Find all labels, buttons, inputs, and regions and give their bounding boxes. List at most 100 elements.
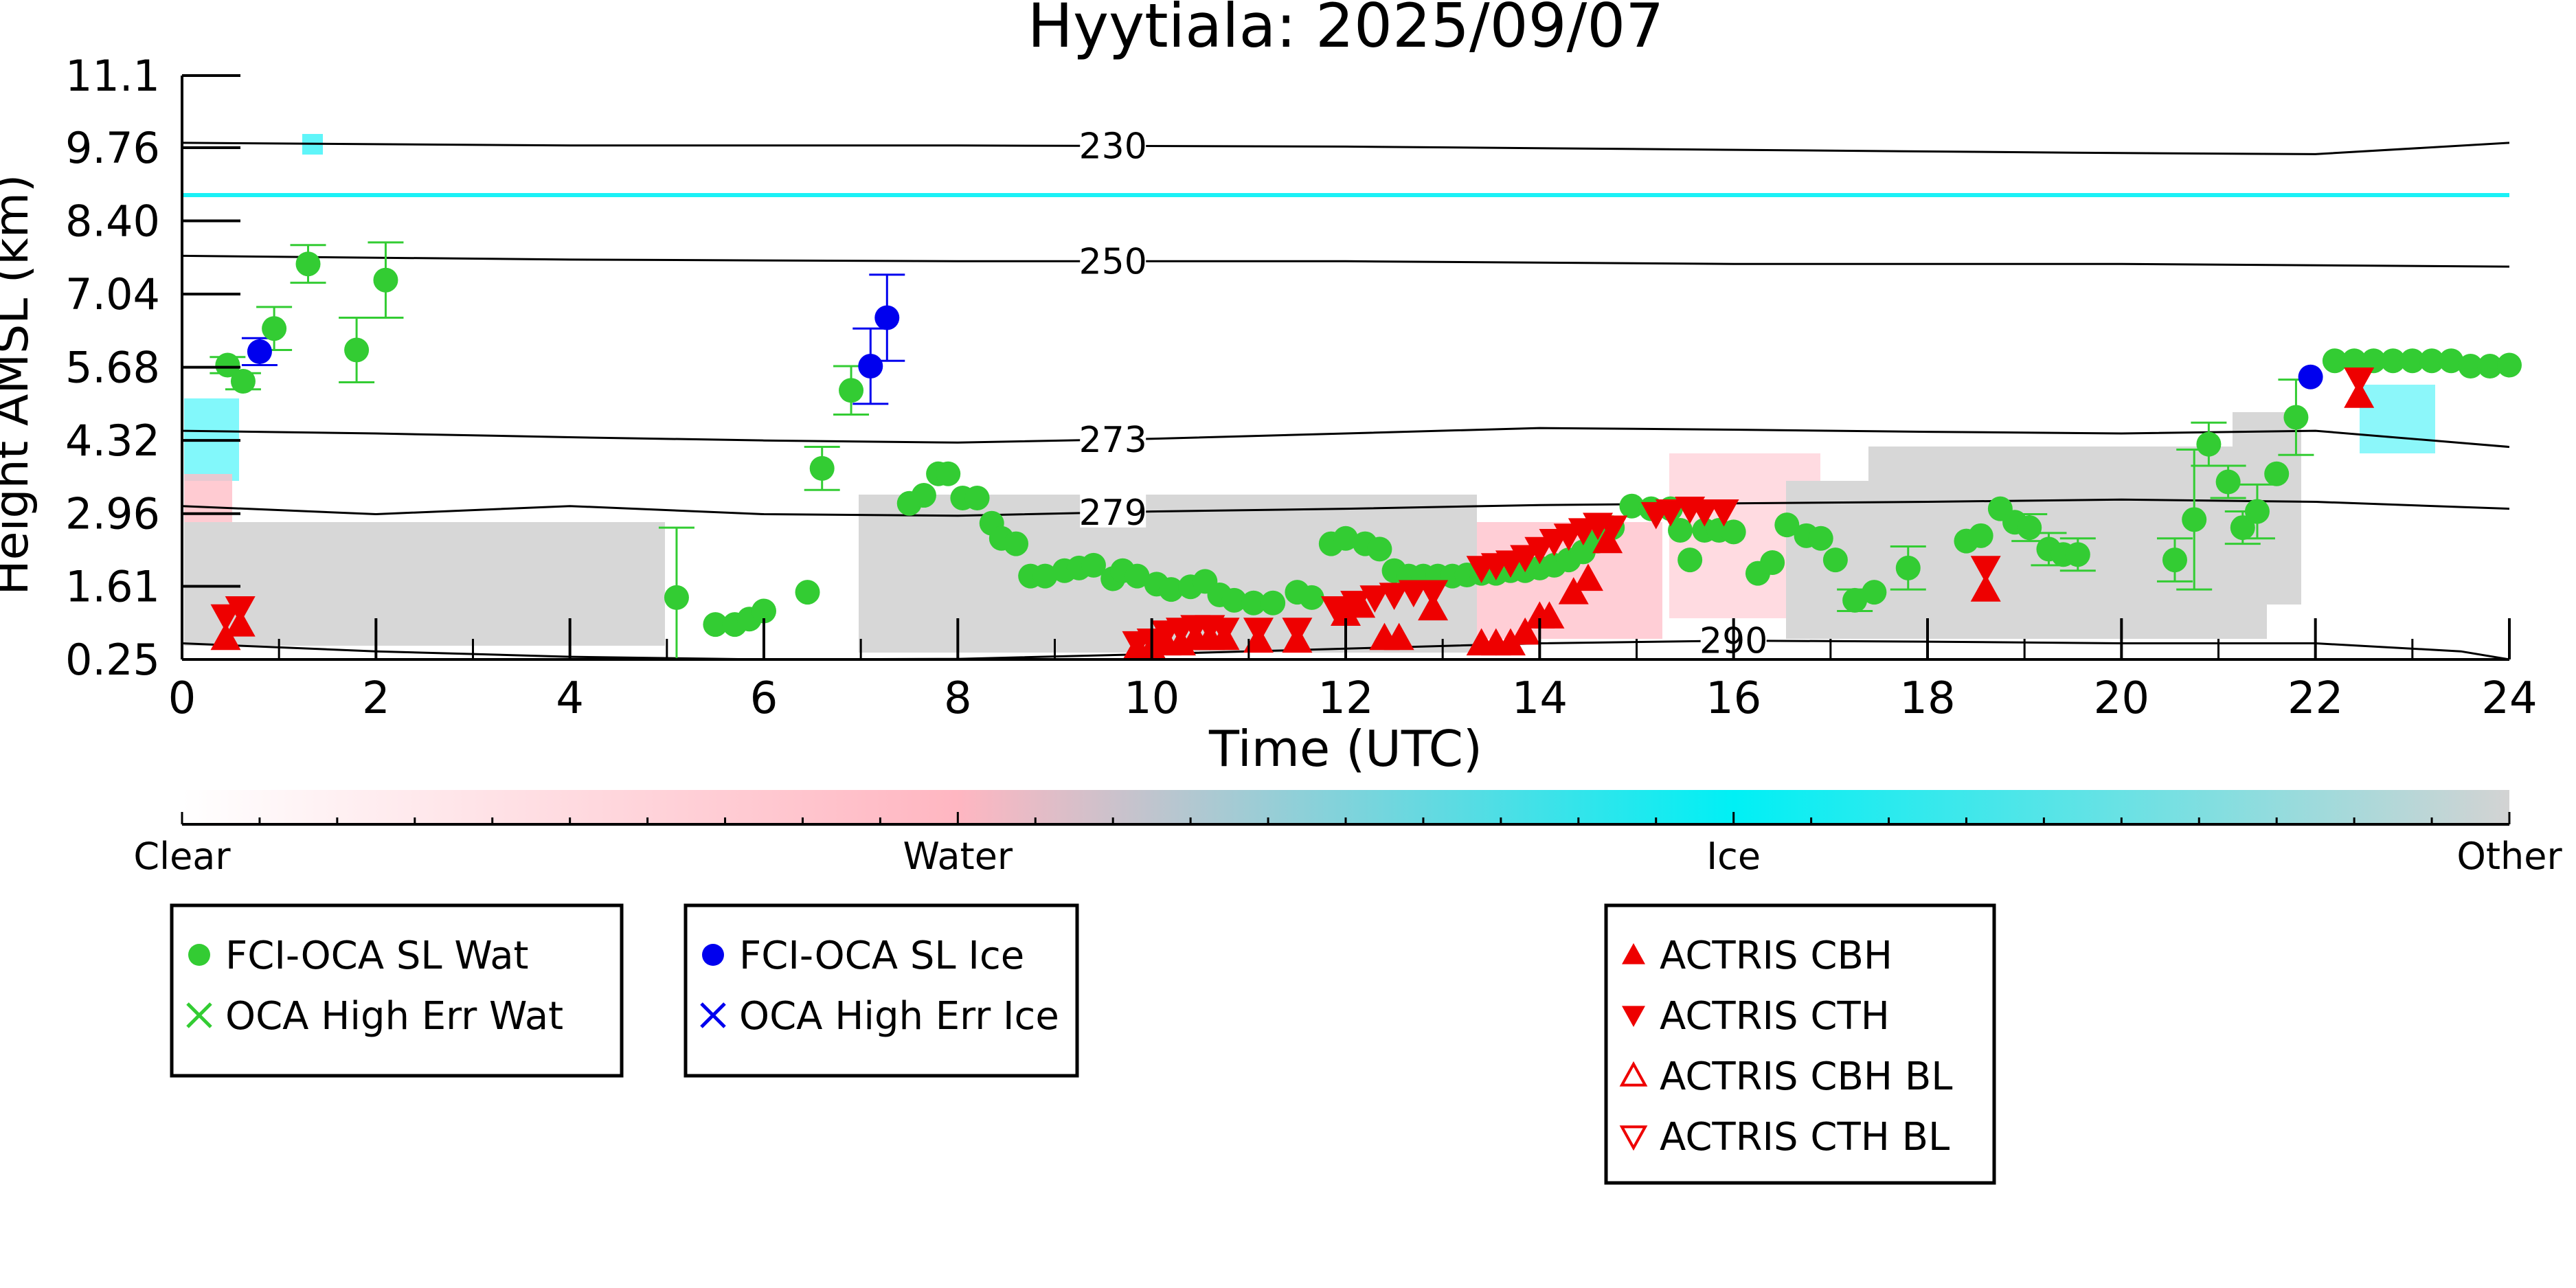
isotherm-label-bg [1080,125,1146,161]
data-point [295,251,321,277]
data-point [2380,348,2406,374]
isotherm-label-bg [1080,491,1146,528]
data-point [1495,628,1526,656]
data-point [809,455,835,481]
legend-marker [186,1002,212,1028]
data-point [874,305,900,330]
x-tick-label: 0 [168,673,196,724]
legend-label: ACTRIS CTH BL [1660,1115,1950,1160]
data-point [2196,431,2222,457]
data-point [1004,531,1029,556]
isotherm-label: 273 [1079,420,1147,461]
data-point [2065,542,2090,567]
data-point [1299,585,1324,610]
legend-marker [700,1002,726,1028]
data-point [1379,583,1410,610]
data-point [2361,348,2386,374]
data-point [2458,354,2483,379]
isotherm-label: 250 [1079,241,1147,282]
legend-label: OCA High Err Ice [739,994,1059,1039]
data-point [1721,519,1746,545]
legend-marker [702,944,724,966]
data-point [2344,368,2375,395]
data-point [752,598,776,624]
colorbar: Clear Water Ice Other [133,790,2562,878]
data-point [225,596,256,624]
x-tick-label: 20 [2094,673,2149,724]
data-point [1261,590,1286,615]
isotherm-label-bg [1080,418,1146,455]
y-tick-label: 11.1 [65,51,160,101]
data-point [1895,555,1921,580]
data-point [1842,587,1868,613]
data-point [344,337,370,363]
legend-frame [170,903,624,1078]
data-point [703,612,728,637]
legend-box: FCI-OCA SL Ice OCA High Err Ice [683,903,1079,1078]
series-markers [210,251,2522,661]
data-point [1081,552,1106,578]
data-point [1221,587,1247,613]
y-tick-label: 9.76 [65,123,160,173]
data-point [2017,515,2042,541]
data-point [1209,618,1240,645]
y-tick-label: 2.96 [65,489,160,539]
data-point [1619,493,1645,519]
data-point [2283,405,2309,430]
y-tick-label: 7.04 [65,269,160,319]
x-ticks: 0 2 4 6 8 10 12 14 16 18 20 22 24 [168,618,2538,724]
data-point [1243,618,1274,645]
data-point [1862,580,1887,605]
x-tick-label: 6 [750,673,778,724]
data-point [1668,517,1693,543]
isotherm-label-bg [1080,240,1146,277]
isotherm-lines [182,142,2509,659]
data-point [936,461,961,486]
legend-frame [1604,903,1996,1185]
y-tick-label: 1.61 [65,561,160,611]
ice-field-late [2360,385,2435,453]
data-point [1241,590,1266,615]
colorbar-label: Clear [133,835,231,878]
isotherm-273 [182,427,2509,449]
other-field-1 [184,522,665,646]
data-point [1524,536,1555,565]
data-point [1032,563,1058,589]
legend-label: FCI-OCA SL Ice [739,934,1024,978]
isotherm-279 [182,498,2509,517]
colorbar-label: Water [903,835,1013,878]
data-point [1340,591,1371,618]
data-point [2244,499,2270,524]
data-point [1359,585,1390,613]
isotherm-250 [182,254,2509,268]
x-tick-label: 2 [362,673,390,724]
legend-marker [188,944,210,966]
data-point [839,378,864,403]
x-tick-label: 18 [1899,673,1955,724]
data-point [2477,354,2502,379]
colorbar-label: Other [2456,835,2562,878]
data-point [2230,515,2255,541]
x-tick-label: 14 [1512,673,1568,724]
x-tick-label: 8 [944,673,972,724]
data-point [1774,512,1800,538]
data-point [1398,580,1429,608]
data-point [1367,536,1392,562]
x-tick-label: 10 [1124,673,1179,724]
legend-label: ACTRIS CBH [1660,934,1893,978]
data-point [1968,523,1993,548]
legend-label: FCI-OCA SL Wat [225,934,529,978]
colorbar-labels: Clear Water Ice Other [133,835,2562,878]
data-point [1320,596,1351,624]
data-point [1383,622,1414,651]
y-ticks: 0.25 1.61 2.96 4.32 5.68 7.04 8.40 9.76 11.1 [65,51,240,685]
data-point [2264,461,2290,486]
colorbar-ticks [181,812,2511,824]
isotherm-label: 230 [1079,126,1147,167]
x-tick-label: 12 [1318,673,1373,724]
isotherm-label: 279 [1079,493,1147,534]
data-point [2298,364,2323,389]
y-tick-label: 8.40 [65,196,160,247]
data-point [2182,507,2207,532]
legend-box: FCI-OCA SL Wat OCA High Err Wat [170,903,624,1078]
